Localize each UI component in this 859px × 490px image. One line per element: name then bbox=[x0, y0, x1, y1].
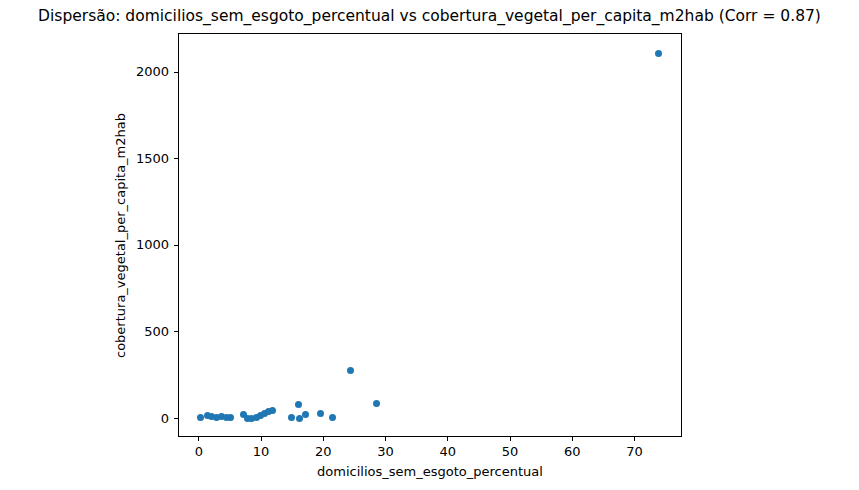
x-tick-label: 70 bbox=[614, 444, 654, 459]
y-tick-mark bbox=[174, 418, 178, 419]
data-point bbox=[655, 50, 662, 57]
x-tick-label: 30 bbox=[366, 444, 406, 459]
x-tick-mark bbox=[261, 437, 262, 441]
x-axis-label: domicilios_sem_esgoto_percentual bbox=[178, 464, 682, 479]
y-tick-label: 0 bbox=[117, 411, 169, 426]
x-tick-mark bbox=[447, 437, 448, 441]
data-point bbox=[269, 407, 276, 414]
x-tick-mark bbox=[510, 437, 511, 441]
y-tick-mark bbox=[174, 158, 178, 159]
chart-title: Dispersão: domicilios_sem_esgoto_percent… bbox=[0, 6, 859, 26]
data-point bbox=[329, 414, 336, 421]
x-tick-mark bbox=[323, 437, 324, 441]
data-point bbox=[317, 410, 324, 417]
y-tick-label: 2000 bbox=[117, 64, 169, 79]
x-tick-label: 0 bbox=[179, 444, 219, 459]
x-tick-label: 60 bbox=[552, 444, 592, 459]
x-tick-label: 50 bbox=[490, 444, 530, 459]
y-axis-label: cobertura_vegetal_per_capita_m2hab bbox=[112, 86, 129, 386]
x-tick-mark bbox=[385, 437, 386, 441]
scatter-plot-figure: Dispersão: domicilios_sem_esgoto_percent… bbox=[0, 0, 859, 490]
x-tick-mark bbox=[198, 437, 199, 441]
x-tick-mark bbox=[572, 437, 573, 441]
data-point bbox=[227, 414, 234, 421]
y-tick-mark bbox=[174, 331, 178, 332]
data-point bbox=[295, 401, 302, 408]
data-point bbox=[288, 414, 295, 421]
x-tick-label: 10 bbox=[241, 444, 281, 459]
x-tick-label: 20 bbox=[303, 444, 343, 459]
data-point bbox=[347, 367, 354, 374]
x-tick-label: 40 bbox=[428, 444, 468, 459]
x-tick-mark bbox=[634, 437, 635, 441]
plot-area: 0102030405060700500100015002000 bbox=[178, 33, 682, 437]
data-point bbox=[302, 411, 309, 418]
data-point bbox=[373, 400, 380, 407]
y-tick-mark bbox=[174, 72, 178, 73]
y-tick-mark bbox=[174, 245, 178, 246]
